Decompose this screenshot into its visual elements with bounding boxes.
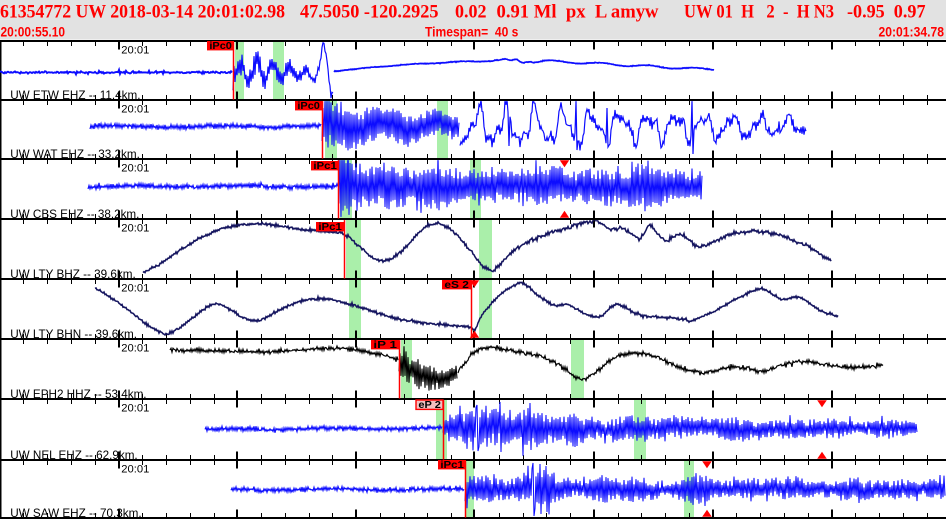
svg-text:UW LTY BHN -- 39.6km.: UW LTY BHN -- 39.6km. bbox=[10, 328, 137, 341]
svg-text:47.5050 -120.2925: 47.5050 -120.2925 bbox=[300, 1, 439, 22]
svg-text:20:01: 20:01 bbox=[121, 342, 149, 354]
svg-text:UW WAT EHZ -- 33.2km.: UW WAT EHZ -- 33.2km. bbox=[10, 148, 140, 161]
svg-text:UW EPH2 HHZ -- 53.4km.: UW EPH2 HHZ -- 53.4km. bbox=[10, 388, 146, 401]
svg-text:UW ETW EHZ -- 11.4km.: UW ETW EHZ -- 11.4km. bbox=[10, 89, 140, 102]
svg-text:20:01: 20:01 bbox=[121, 282, 149, 294]
svg-text:UW NEL EHZ -- 62.9km.: UW NEL EHZ -- 62.9km. bbox=[10, 449, 138, 462]
svg-text:UW CBS EHZ -- 38.2km.: UW CBS EHZ -- 38.2km. bbox=[10, 208, 139, 221]
svg-text:iP 1: iP 1 bbox=[373, 340, 397, 351]
svg-text:0.91 Ml px L amyw: 0.91 Ml px L amyw bbox=[497, 1, 659, 22]
svg-text:iPc1: iPc1 bbox=[313, 161, 337, 172]
svg-text:UW LTY BHZ -- 39.6km.: UW LTY BHZ -- 39.6km. bbox=[10, 268, 136, 281]
svg-text:UW SAW EHZ -- 70.3km.: UW SAW EHZ -- 70.3km. bbox=[10, 507, 141, 520]
svg-text:eS 2: eS 2 bbox=[444, 280, 469, 291]
svg-text:20:01: 20:01 bbox=[121, 402, 149, 414]
svg-text:0.02: 0.02 bbox=[455, 1, 487, 22]
svg-text:iPc1: iPc1 bbox=[440, 460, 464, 471]
svg-text:61354772 UW 2018-03-14 20:01:0: 61354772 UW 2018-03-14 20:01:02.98 bbox=[0, 1, 285, 22]
svg-text:UW 01 H 2 - H N3: UW 01 H 2 - H N3 bbox=[684, 1, 834, 22]
svg-text:Timespan= 40 s: Timespan= 40 s bbox=[425, 25, 518, 40]
svg-text:iPc0: iPc0 bbox=[209, 41, 232, 52]
svg-text:20:00:55.10: 20:00:55.10 bbox=[1, 25, 66, 40]
svg-text:iPc1: iPc1 bbox=[318, 222, 342, 233]
svg-text:-0.95 0.97: -0.95 0.97 bbox=[847, 1, 926, 22]
svg-text:20:01: 20:01 bbox=[121, 103, 149, 115]
svg-text:eP 2: eP 2 bbox=[418, 400, 441, 411]
svg-text:20:01:34.78: 20:01:34.78 bbox=[879, 25, 945, 40]
svg-text:20:01: 20:01 bbox=[121, 162, 149, 174]
svg-text:20:01: 20:01 bbox=[121, 463, 149, 475]
svg-text:20:01: 20:01 bbox=[121, 44, 149, 56]
svg-text:20:01: 20:01 bbox=[121, 222, 149, 234]
svg-text:iPc0: iPc0 bbox=[297, 101, 320, 112]
